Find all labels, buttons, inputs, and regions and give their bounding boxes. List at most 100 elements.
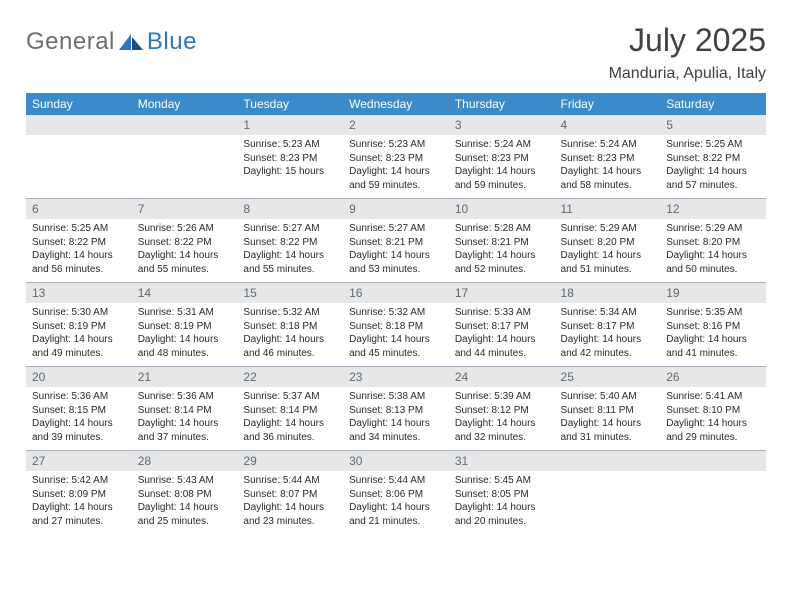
calendar-cell: 15Sunrise: 5:32 AMSunset: 8:18 PMDayligh… xyxy=(237,282,343,366)
daylight-text: Daylight: 14 hours and 32 minutes. xyxy=(455,417,549,444)
weekday-header-row: Sunday Monday Tuesday Wednesday Thursday… xyxy=(26,93,766,115)
day-number: 13 xyxy=(26,282,132,303)
calendar-cell: 6Sunrise: 5:25 AMSunset: 8:22 PMDaylight… xyxy=(26,198,132,282)
sunrise-text: Sunrise: 5:23 AM xyxy=(349,138,443,152)
calendar-cell: 20Sunrise: 5:36 AMSunset: 8:15 PMDayligh… xyxy=(26,366,132,450)
day-body: Sunrise: 5:45 AMSunset: 8:05 PMDaylight:… xyxy=(449,471,555,534)
calendar-cell: 10Sunrise: 5:28 AMSunset: 8:21 PMDayligh… xyxy=(449,198,555,282)
day-body: Sunrise: 5:43 AMSunset: 8:08 PMDaylight:… xyxy=(132,471,238,534)
day-number: 23 xyxy=(343,366,449,387)
day-number: 17 xyxy=(449,282,555,303)
daylight-text: Daylight: 14 hours and 56 minutes. xyxy=(32,249,126,276)
sunset-text: Sunset: 8:19 PM xyxy=(32,320,126,334)
day-body: Sunrise: 5:29 AMSunset: 8:20 PMDaylight:… xyxy=(660,219,766,282)
daylight-text: Daylight: 14 hours and 29 minutes. xyxy=(666,417,760,444)
calendar-cell: 26Sunrise: 5:41 AMSunset: 8:10 PMDayligh… xyxy=(660,366,766,450)
daylight-text: Daylight: 14 hours and 36 minutes. xyxy=(243,417,337,444)
day-body: Sunrise: 5:27 AMSunset: 8:22 PMDaylight:… xyxy=(237,219,343,282)
calendar-cell: 2Sunrise: 5:23 AMSunset: 8:23 PMDaylight… xyxy=(343,115,449,198)
sunset-text: Sunset: 8:16 PM xyxy=(666,320,760,334)
sunset-text: Sunset: 8:18 PM xyxy=(349,320,443,334)
daylight-text: Daylight: 14 hours and 41 minutes. xyxy=(666,333,760,360)
day-body: Sunrise: 5:32 AMSunset: 8:18 PMDaylight:… xyxy=(237,303,343,366)
daylight-text: Daylight: 14 hours and 37 minutes. xyxy=(138,417,232,444)
day-number: 16 xyxy=(343,282,449,303)
day-body: Sunrise: 5:44 AMSunset: 8:07 PMDaylight:… xyxy=(237,471,343,534)
brand-logo: General Blue xyxy=(26,28,197,56)
daylight-text: Daylight: 14 hours and 58 minutes. xyxy=(561,165,655,192)
calendar-cell xyxy=(555,450,661,534)
sunrise-text: Sunrise: 5:26 AM xyxy=(138,222,232,236)
day-number: 11 xyxy=(555,198,661,219)
day-number: 14 xyxy=(132,282,238,303)
calendar-cell: 30Sunrise: 5:44 AMSunset: 8:06 PMDayligh… xyxy=(343,450,449,534)
sunset-text: Sunset: 8:21 PM xyxy=(349,236,443,250)
sunset-text: Sunset: 8:06 PM xyxy=(349,488,443,502)
day-body: Sunrise: 5:23 AMSunset: 8:23 PMDaylight:… xyxy=(237,135,343,185)
day-body: Sunrise: 5:37 AMSunset: 8:14 PMDaylight:… xyxy=(237,387,343,450)
day-number xyxy=(132,115,238,135)
sunset-text: Sunset: 8:23 PM xyxy=(349,152,443,166)
calendar-cell: 11Sunrise: 5:29 AMSunset: 8:20 PMDayligh… xyxy=(555,198,661,282)
sunset-text: Sunset: 8:23 PM xyxy=(243,152,337,166)
calendar-cell xyxy=(660,450,766,534)
day-body: Sunrise: 5:41 AMSunset: 8:10 PMDaylight:… xyxy=(660,387,766,450)
daylight-text: Daylight: 14 hours and 20 minutes. xyxy=(455,501,549,528)
sunset-text: Sunset: 8:17 PM xyxy=(455,320,549,334)
calendar-cell: 21Sunrise: 5:36 AMSunset: 8:14 PMDayligh… xyxy=(132,366,238,450)
calendar-cell: 7Sunrise: 5:26 AMSunset: 8:22 PMDaylight… xyxy=(132,198,238,282)
daylight-text: Daylight: 14 hours and 27 minutes. xyxy=(32,501,126,528)
calendar-cell: 17Sunrise: 5:33 AMSunset: 8:17 PMDayligh… xyxy=(449,282,555,366)
day-number: 4 xyxy=(555,115,661,135)
daylight-text: Daylight: 14 hours and 52 minutes. xyxy=(455,249,549,276)
sunrise-text: Sunrise: 5:29 AM xyxy=(666,222,760,236)
daylight-text: Daylight: 14 hours and 55 minutes. xyxy=(243,249,337,276)
daylight-text: Daylight: 14 hours and 23 minutes. xyxy=(243,501,337,528)
calendar-cell: 18Sunrise: 5:34 AMSunset: 8:17 PMDayligh… xyxy=(555,282,661,366)
month-title: July 2025 xyxy=(609,22,766,59)
day-number: 9 xyxy=(343,198,449,219)
sunrise-text: Sunrise: 5:23 AM xyxy=(243,138,337,152)
daylight-text: Daylight: 14 hours and 55 minutes. xyxy=(138,249,232,276)
sunset-text: Sunset: 8:22 PM xyxy=(32,236,126,250)
sunset-text: Sunset: 8:21 PM xyxy=(455,236,549,250)
weekday-header: Wednesday xyxy=(343,93,449,115)
sunrise-text: Sunrise: 5:38 AM xyxy=(349,390,443,404)
sunrise-text: Sunrise: 5:39 AM xyxy=(455,390,549,404)
calendar-row: 13Sunrise: 5:30 AMSunset: 8:19 PMDayligh… xyxy=(26,282,766,366)
daylight-text: Daylight: 14 hours and 39 minutes. xyxy=(32,417,126,444)
calendar-row: 6Sunrise: 5:25 AMSunset: 8:22 PMDaylight… xyxy=(26,198,766,282)
sunrise-text: Sunrise: 5:24 AM xyxy=(561,138,655,152)
weekday-header: Thursday xyxy=(449,93,555,115)
sunrise-text: Sunrise: 5:44 AM xyxy=(349,474,443,488)
sunset-text: Sunset: 8:23 PM xyxy=(455,152,549,166)
calendar-cell: 16Sunrise: 5:32 AMSunset: 8:18 PMDayligh… xyxy=(343,282,449,366)
calendar-row: 1Sunrise: 5:23 AMSunset: 8:23 PMDaylight… xyxy=(26,115,766,198)
day-body: Sunrise: 5:25 AMSunset: 8:22 PMDaylight:… xyxy=(26,219,132,282)
sunrise-text: Sunrise: 5:30 AM xyxy=(32,306,126,320)
sunset-text: Sunset: 8:14 PM xyxy=(243,404,337,418)
sunrise-text: Sunrise: 5:35 AM xyxy=(666,306,760,320)
sunset-text: Sunset: 8:20 PM xyxy=(561,236,655,250)
day-number xyxy=(660,450,766,471)
location-label: Manduria, Apulia, Italy xyxy=(609,65,766,83)
weekday-header: Sunday xyxy=(26,93,132,115)
calendar-cell: 25Sunrise: 5:40 AMSunset: 8:11 PMDayligh… xyxy=(555,366,661,450)
day-number: 24 xyxy=(449,366,555,387)
sunrise-text: Sunrise: 5:36 AM xyxy=(138,390,232,404)
sunrise-text: Sunrise: 5:24 AM xyxy=(455,138,549,152)
sunrise-text: Sunrise: 5:33 AM xyxy=(455,306,549,320)
calendar-cell: 29Sunrise: 5:44 AMSunset: 8:07 PMDayligh… xyxy=(237,450,343,534)
sunrise-text: Sunrise: 5:34 AM xyxy=(561,306,655,320)
day-number: 29 xyxy=(237,450,343,471)
day-body: Sunrise: 5:35 AMSunset: 8:16 PMDaylight:… xyxy=(660,303,766,366)
day-body: Sunrise: 5:27 AMSunset: 8:21 PMDaylight:… xyxy=(343,219,449,282)
calendar-cell: 27Sunrise: 5:42 AMSunset: 8:09 PMDayligh… xyxy=(26,450,132,534)
sunset-text: Sunset: 8:19 PM xyxy=(138,320,232,334)
daylight-text: Daylight: 14 hours and 31 minutes. xyxy=(561,417,655,444)
day-number: 12 xyxy=(660,198,766,219)
day-body: Sunrise: 5:23 AMSunset: 8:23 PMDaylight:… xyxy=(343,135,449,198)
daylight-text: Daylight: 14 hours and 59 minutes. xyxy=(349,165,443,192)
daylight-text: Daylight: 14 hours and 48 minutes. xyxy=(138,333,232,360)
calendar-cell: 22Sunrise: 5:37 AMSunset: 8:14 PMDayligh… xyxy=(237,366,343,450)
